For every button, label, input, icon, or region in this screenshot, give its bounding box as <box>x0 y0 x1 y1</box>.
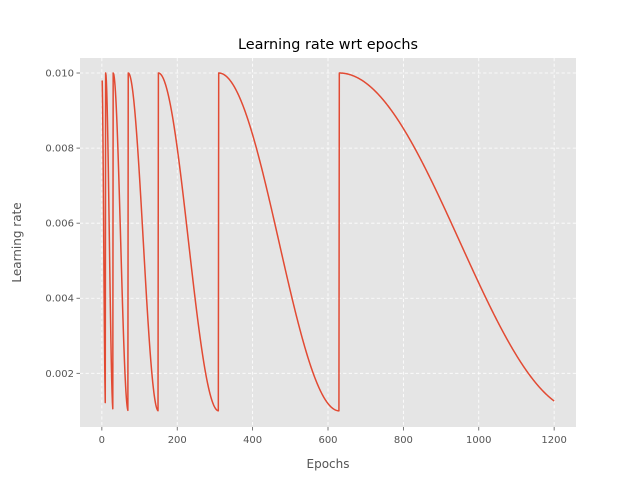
y-axis-label: Learning rate <box>10 202 24 282</box>
x-axis-label: Epochs <box>307 457 350 471</box>
y-tick-label: 0.010 <box>45 69 74 80</box>
y-axis: 0.002 0.004 0.006 0.008 0.010 <box>45 69 80 380</box>
y-tick-label: 0.008 <box>45 144 74 155</box>
x-tick-label: 600 <box>318 435 337 446</box>
x-axis: 0 200 400 600 800 1000 1200 <box>99 427 567 446</box>
y-tick-label: 0.004 <box>45 294 74 305</box>
chart-title: Learning rate wrt epochs <box>238 37 418 53</box>
y-tick-label: 0.002 <box>45 369 74 380</box>
grid <box>80 58 576 427</box>
y-tick-label: 0.006 <box>45 219 74 230</box>
x-tick-label: 1200 <box>541 435 566 446</box>
plot-area <box>80 58 576 427</box>
x-tick-label: 0 <box>99 435 105 446</box>
x-tick-label: 1000 <box>466 435 491 446</box>
learning-rate-series-line <box>101 72 555 412</box>
x-tick-label: 400 <box>243 435 262 446</box>
x-tick-label: 800 <box>394 435 413 446</box>
x-tick-label: 200 <box>168 435 187 446</box>
